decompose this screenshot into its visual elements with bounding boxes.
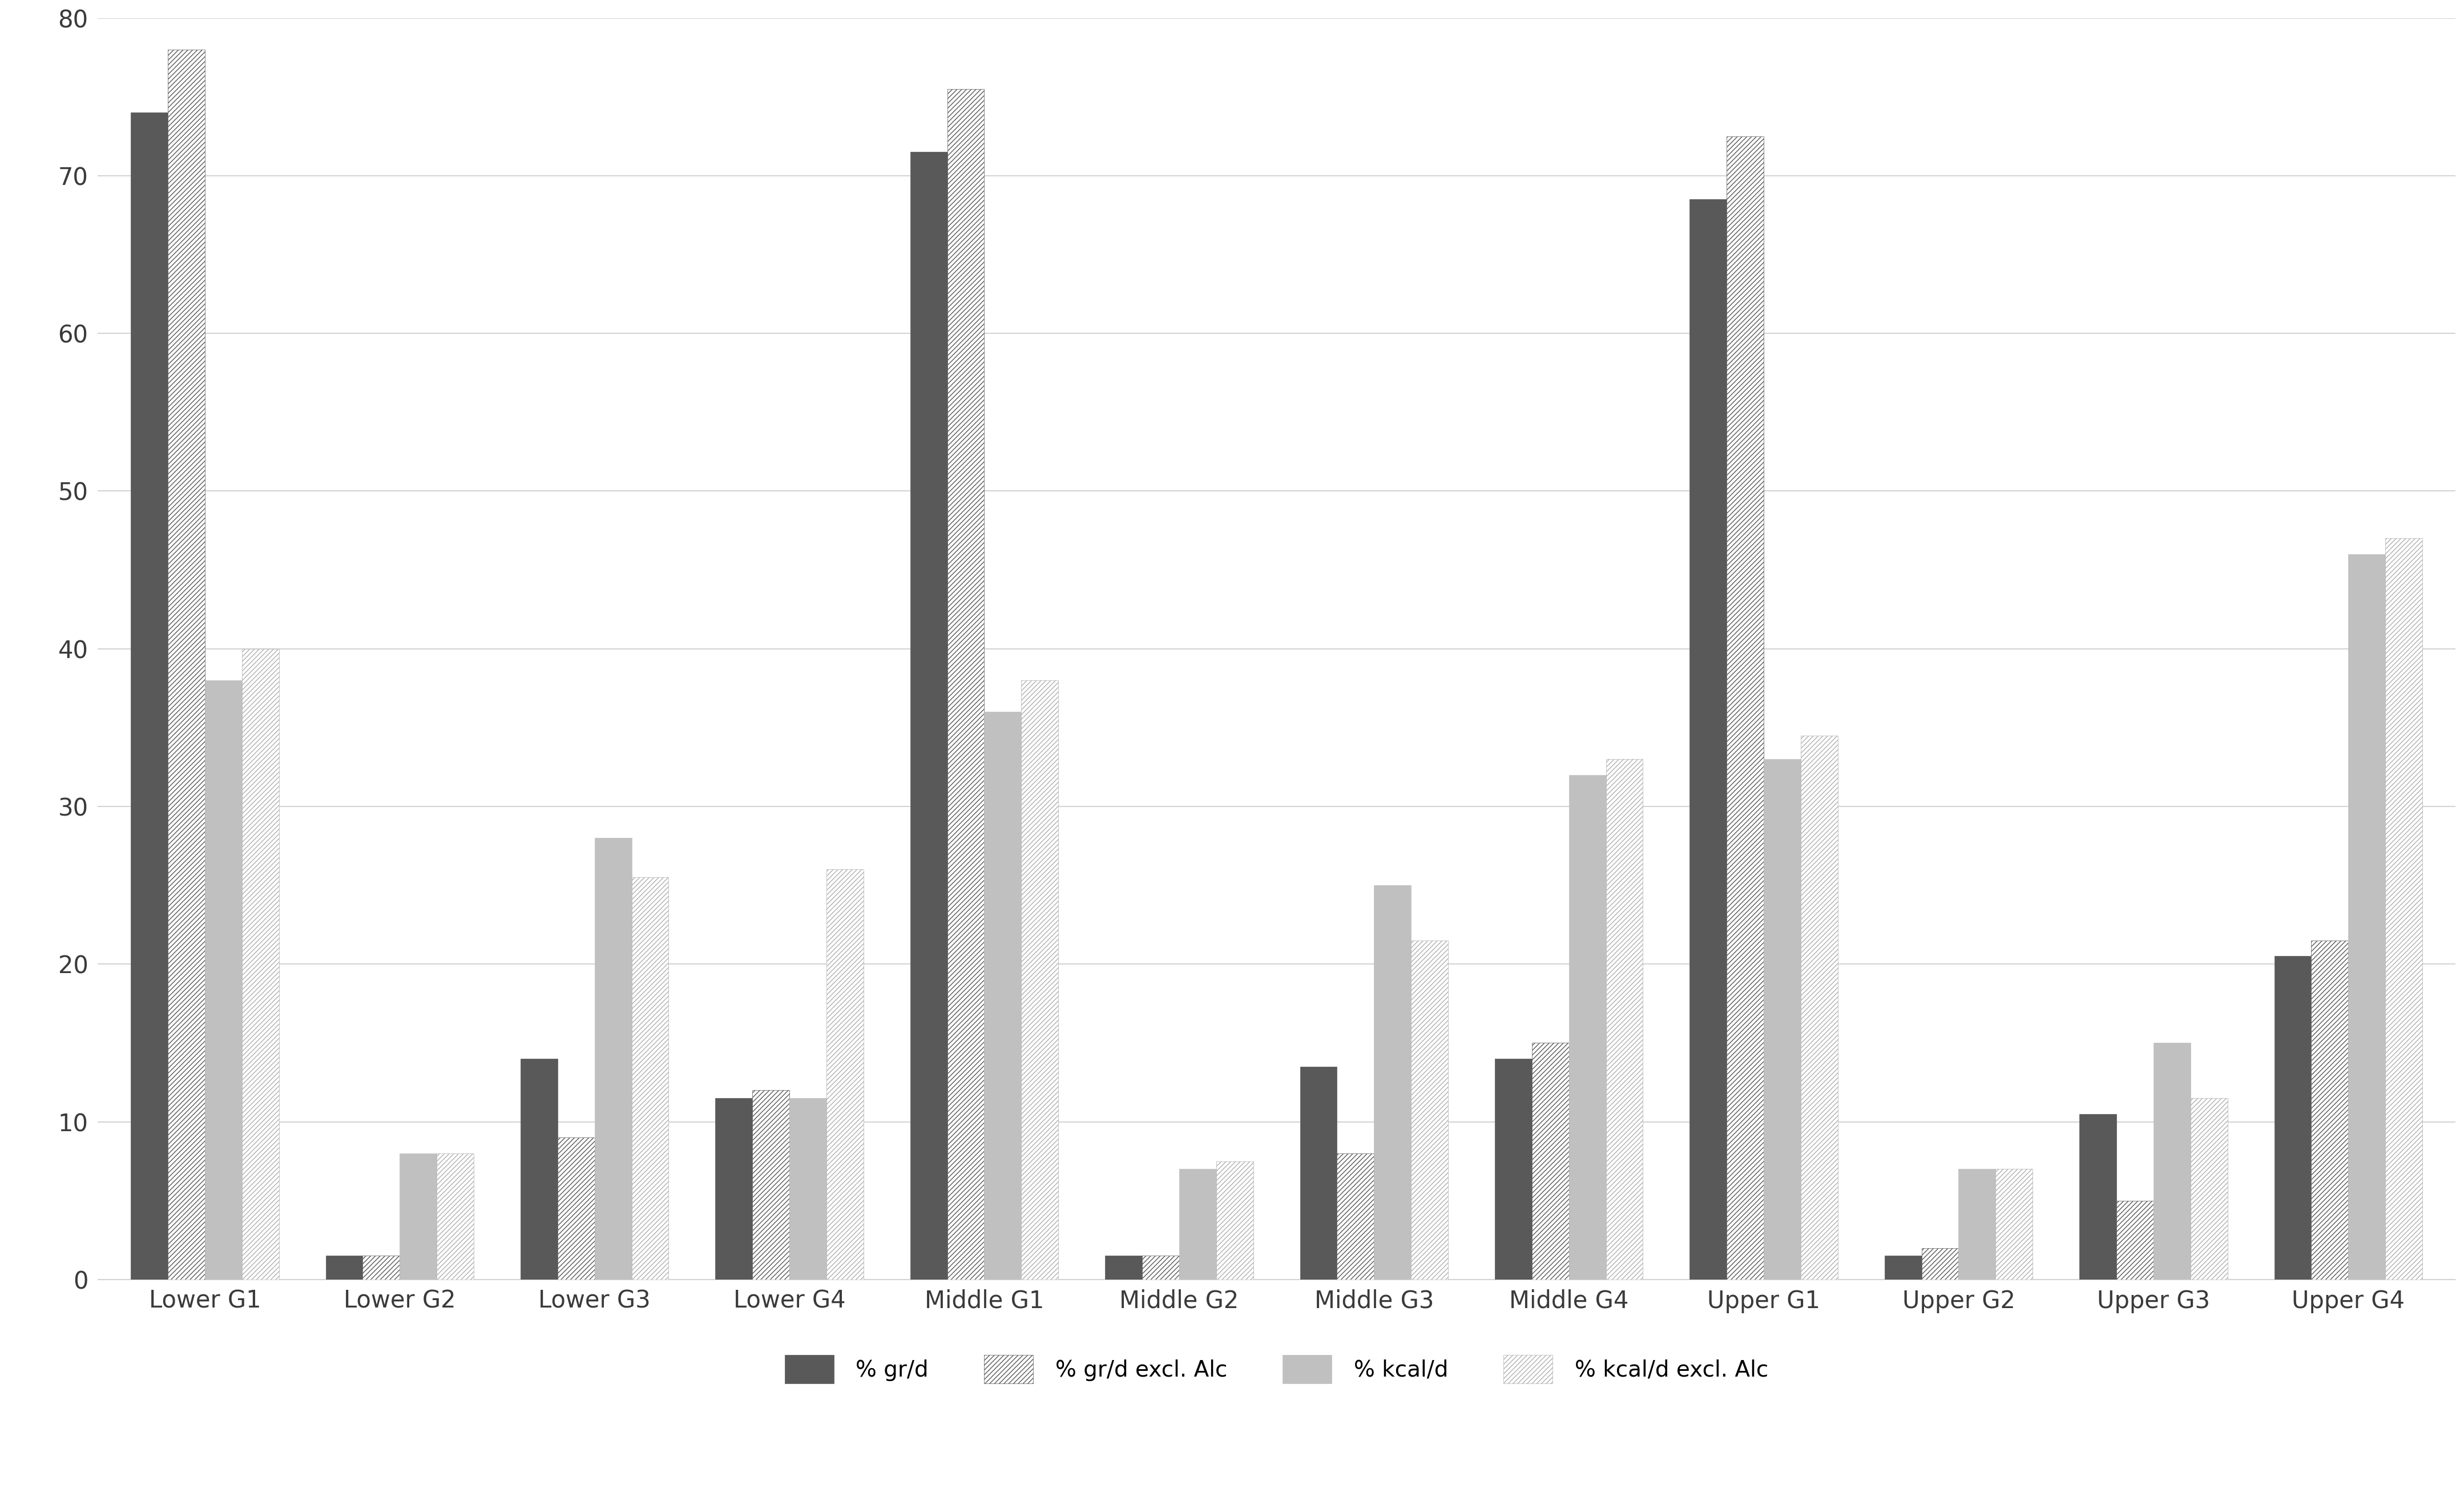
Bar xyxy=(557,1138,594,1280)
Bar xyxy=(715,1099,752,1280)
Bar xyxy=(362,1256,399,1280)
Bar xyxy=(1217,1162,1254,1280)
Bar xyxy=(1412,940,1449,1280)
Bar xyxy=(983,711,1020,1280)
Bar xyxy=(2385,539,2422,1280)
Bar xyxy=(1764,759,1801,1280)
Bar xyxy=(2348,554,2385,1280)
Bar xyxy=(1338,1153,1375,1280)
Bar xyxy=(520,1058,557,1280)
Bar xyxy=(205,680,241,1280)
Bar xyxy=(168,49,205,1280)
Bar xyxy=(1020,680,1060,1280)
Bar xyxy=(2274,957,2311,1280)
Bar xyxy=(2117,1201,2154,1280)
Bar xyxy=(909,153,946,1280)
Bar xyxy=(2190,1099,2227,1280)
Bar xyxy=(1727,136,1764,1280)
Bar xyxy=(1690,199,1727,1280)
Bar xyxy=(241,648,278,1280)
Bar xyxy=(631,877,668,1280)
Bar xyxy=(1301,1066,1338,1280)
Bar xyxy=(594,838,631,1280)
Bar xyxy=(752,1090,788,1280)
Legend: % gr/d, % gr/d excl. Alc, % kcal/d, % kcal/d excl. Alc: % gr/d, % gr/d excl. Alc, % kcal/d, % kc… xyxy=(774,1344,1779,1395)
Bar xyxy=(1607,759,1643,1280)
Bar xyxy=(825,870,862,1280)
Bar xyxy=(1375,885,1412,1280)
Bar xyxy=(1922,1248,1959,1280)
Bar xyxy=(1570,775,1607,1280)
Bar xyxy=(1996,1169,2033,1280)
Bar xyxy=(2080,1114,2117,1280)
Bar xyxy=(1801,735,1838,1280)
Bar xyxy=(2154,1043,2190,1280)
Bar xyxy=(325,1256,362,1280)
Bar xyxy=(1496,1058,1533,1280)
Bar xyxy=(946,88,983,1280)
Bar xyxy=(1959,1169,1996,1280)
Bar xyxy=(131,112,168,1280)
Bar xyxy=(1143,1256,1180,1280)
Bar xyxy=(1533,1043,1570,1280)
Bar xyxy=(1180,1169,1217,1280)
Bar xyxy=(2311,940,2348,1280)
Bar xyxy=(399,1153,436,1280)
Bar xyxy=(788,1099,825,1280)
Bar xyxy=(1885,1256,1922,1280)
Bar xyxy=(1104,1256,1143,1280)
Bar xyxy=(436,1153,473,1280)
